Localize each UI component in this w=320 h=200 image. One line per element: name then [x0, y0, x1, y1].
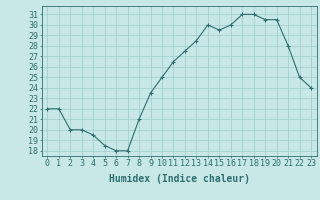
X-axis label: Humidex (Indice chaleur): Humidex (Indice chaleur): [109, 174, 250, 184]
